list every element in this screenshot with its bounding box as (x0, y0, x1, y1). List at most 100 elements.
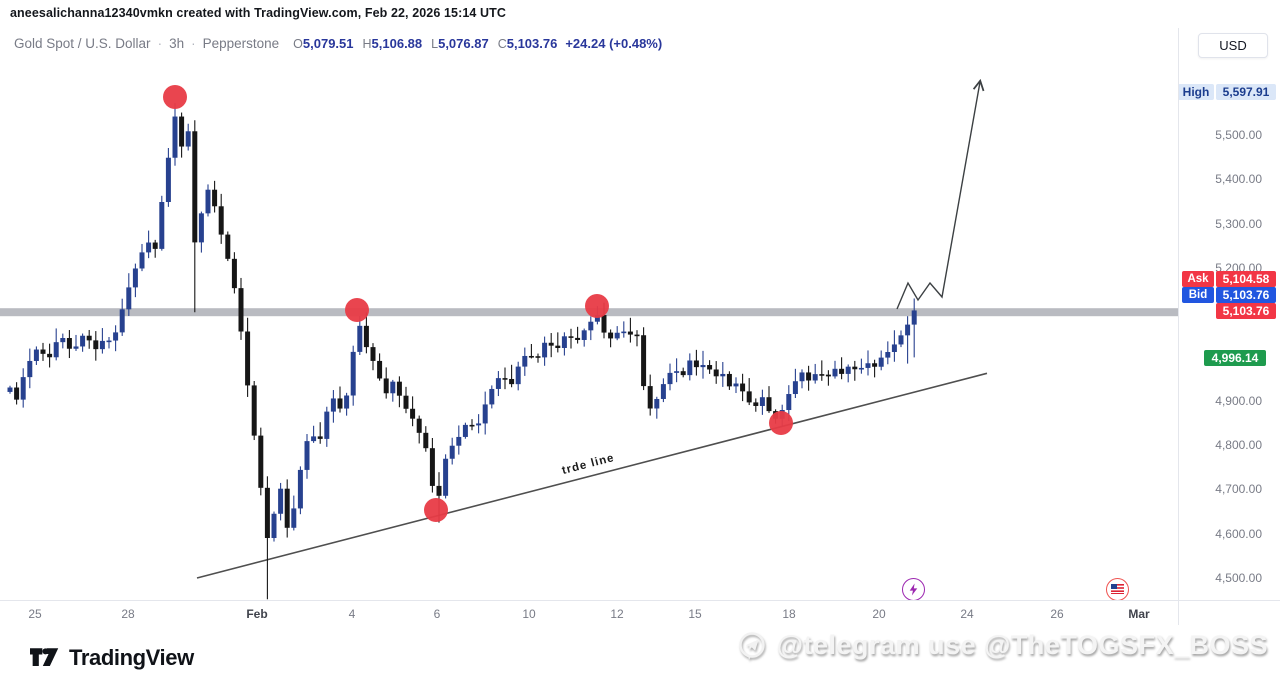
candle-body (911, 310, 917, 325)
candle-body (601, 315, 607, 333)
price-tick-label: 4,800.00 (1215, 438, 1262, 453)
pivot-circle-marker (769, 411, 793, 435)
candle-body (99, 340, 105, 350)
candle-body (634, 334, 640, 337)
open-value: O5,079.51 (293, 36, 354, 51)
price-tick-label: 4,500.00 (1215, 571, 1262, 585)
candle-body (304, 441, 310, 470)
candle-body (198, 213, 204, 243)
pivot-circle-marker (424, 498, 448, 522)
pivot-circle-markers[interactable] (163, 85, 793, 522)
candle-body (284, 488, 290, 528)
candle-body (561, 336, 567, 348)
telegram-icon (739, 631, 765, 660)
candle-body (311, 436, 317, 442)
time-axis[interactable]: 25 28 Feb 4 6 10 12 15 18 20 24 26 Mar (0, 601, 1178, 625)
candle-body (423, 432, 429, 449)
candle-body (390, 381, 396, 394)
candle-body (746, 391, 752, 403)
currency-button[interactable]: USD (1198, 33, 1268, 58)
separator-dot: · (157, 36, 163, 51)
candle-body (614, 332, 620, 339)
economic-event-lightning-icon[interactable] (901, 577, 925, 601)
chart-canvas[interactable]: trde line (0, 28, 1178, 600)
candle-body (231, 258, 237, 289)
candle-body (205, 189, 211, 214)
separator-dot: · (191, 36, 196, 51)
candle-body (621, 331, 627, 334)
candle-body (542, 342, 548, 358)
candle-body (20, 377, 26, 400)
candle-body (330, 398, 336, 412)
candle-body (403, 395, 409, 409)
candle-body (429, 448, 435, 486)
watermark: @telegram use @TheTOGSFX_BOSS (737, 630, 1268, 661)
candle-body (489, 388, 495, 405)
time-tick-label: 20 (872, 607, 886, 621)
candle-body (707, 365, 713, 370)
candle-body (324, 411, 330, 439)
candle-body (357, 325, 363, 352)
candle-body (278, 488, 284, 514)
change-value: +24.24 (+0.48%) (565, 36, 663, 51)
candle-body (627, 331, 633, 335)
candle-body (132, 268, 138, 288)
tradingview-logo-icon (30, 648, 59, 666)
bid-label-chip: Bid (1182, 286, 1214, 303)
candle-body (159, 202, 165, 249)
trendline-drawing[interactable]: trde line (196, 372, 988, 579)
interval-label[interactable]: 3h (169, 36, 185, 51)
candle-body (27, 360, 33, 378)
candle-body (898, 335, 904, 345)
pivot-circle-marker (585, 294, 609, 318)
candle-body (245, 331, 251, 386)
candle-body (575, 337, 581, 340)
candle-body (416, 418, 422, 433)
last-price-chip: 5,103.76 (1216, 302, 1276, 319)
candle-body (66, 338, 72, 349)
candlestick-series (7, 103, 917, 600)
candle-body (179, 116, 185, 147)
candle-body (786, 394, 792, 411)
tradingview-logo[interactable]: TradingView (30, 645, 194, 671)
candle-body (462, 424, 468, 437)
price-tick-label: 5,300.00 (1215, 216, 1262, 231)
candle-body (733, 383, 739, 387)
candle-body (740, 383, 746, 392)
candle-body (528, 355, 534, 358)
candle-body (852, 366, 858, 370)
ask-price-chip: 5,104.58 (1216, 270, 1276, 287)
candle-body (238, 288, 244, 332)
candle-body (660, 384, 666, 399)
candle-body (522, 355, 528, 367)
candle-body (832, 368, 838, 377)
candle-body (588, 321, 594, 331)
candle-body (792, 381, 798, 395)
candle-body (291, 508, 297, 528)
candle-body (165, 157, 171, 203)
projection-arrow-drawing[interactable] (896, 78, 985, 310)
candle-body (476, 423, 482, 426)
time-tick-label: 12 (610, 607, 624, 621)
price-tick-label: 4,900.00 (1215, 393, 1262, 408)
candle-body (667, 372, 673, 385)
candle-body (608, 332, 614, 339)
candle-body (839, 368, 845, 374)
candle-body (297, 469, 303, 509)
candle-body (693, 360, 699, 368)
candle-body (126, 287, 132, 310)
candle-body (443, 458, 449, 496)
candle-body (113, 332, 119, 341)
economic-event-us-flag-icon[interactable] (1105, 577, 1129, 601)
price-axis[interactable]: 5,500.00 5,400.00 5,300.00 5,200.00 4,900.00… (1178, 28, 1280, 600)
candle-body (192, 131, 198, 243)
high-value-chip: 5,597.91 (1216, 83, 1276, 100)
watermark-text: @telegram use @TheTOGSFX_BOSS (776, 630, 1268, 660)
candle-body (878, 357, 884, 367)
time-tick-label: 25 (28, 607, 42, 621)
candle-body (482, 404, 488, 424)
symbol-name[interactable]: Gold Spot / U.S. Dollar (14, 36, 151, 51)
low-value: L5,076.87 (431, 36, 489, 51)
candle-body (86, 335, 92, 341)
